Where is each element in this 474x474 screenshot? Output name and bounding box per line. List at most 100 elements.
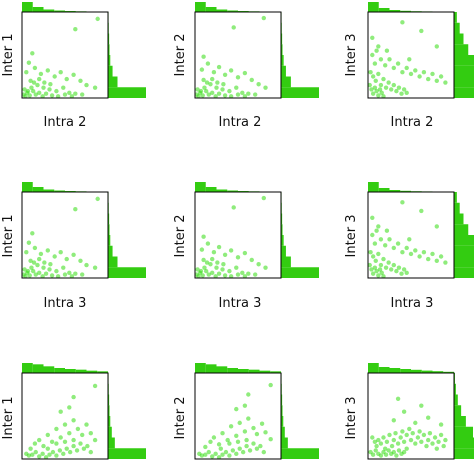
scatter-point bbox=[379, 270, 384, 276]
scatter-point bbox=[221, 262, 226, 267]
scatter-point bbox=[45, 68, 50, 73]
y-histogram-bar bbox=[454, 235, 474, 246]
scatter-point bbox=[374, 268, 379, 274]
y-histogram-bar bbox=[108, 213, 110, 225]
scatter-point bbox=[204, 80, 210, 85]
y-histogram-bar bbox=[454, 202, 460, 214]
x-histogram-bar bbox=[195, 363, 206, 373]
scatter-point bbox=[376, 437, 381, 443]
scatter-point bbox=[387, 57, 392, 62]
y-axis-label: Inter 2 bbox=[173, 215, 188, 258]
plot-frame bbox=[194, 11, 282, 99]
scatter-point bbox=[373, 78, 378, 84]
scatter-point bbox=[404, 90, 409, 96]
scatter-point bbox=[369, 87, 374, 92]
scatter-point bbox=[199, 453, 205, 458]
y-histogram-bar bbox=[454, 192, 457, 203]
scatter-point bbox=[213, 451, 218, 457]
scatter-point bbox=[40, 274, 45, 279]
y-histogram-bar bbox=[454, 44, 469, 55]
scatter-point bbox=[235, 92, 241, 97]
scatter-point bbox=[52, 254, 57, 259]
scatter-point bbox=[25, 268, 31, 274]
x-histogram-bar bbox=[400, 10, 411, 12]
scatter-point bbox=[404, 270, 409, 276]
scatter-point bbox=[234, 85, 239, 90]
scatter-point bbox=[400, 429, 405, 434]
scatter-point bbox=[27, 93, 32, 98]
scatter-point bbox=[396, 448, 402, 453]
x-histogram-bar bbox=[227, 10, 238, 12]
scatter-point bbox=[220, 267, 225, 272]
y-histogram-bar bbox=[281, 224, 283, 235]
x-histogram-bar bbox=[32, 364, 44, 373]
y-axis-label: Inter 3 bbox=[344, 397, 359, 440]
scatter-point bbox=[203, 88, 209, 94]
scatter-point bbox=[220, 431, 225, 436]
scatter-point bbox=[196, 274, 201, 279]
y-histogram-bar bbox=[281, 426, 285, 438]
scatter-point bbox=[391, 82, 396, 88]
scatter-point bbox=[408, 437, 414, 443]
y-histogram-bar bbox=[108, 235, 111, 246]
scatter-point bbox=[434, 78, 439, 84]
scatter-point bbox=[61, 85, 66, 90]
scatter-point bbox=[373, 258, 378, 263]
y-histogram-bar bbox=[454, 12, 457, 23]
scatter-point bbox=[88, 449, 94, 455]
scatter-point bbox=[198, 268, 204, 274]
scatter-point bbox=[227, 453, 232, 458]
scatter-point bbox=[424, 443, 429, 449]
scatter-point bbox=[383, 85, 389, 90]
scatter-point bbox=[208, 82, 213, 87]
x-histogram-bar bbox=[368, 2, 379, 12]
scatter-point bbox=[48, 262, 53, 267]
x-histogram-bar bbox=[43, 189, 55, 192]
scatter-point bbox=[45, 248, 50, 253]
scatter-point bbox=[377, 267, 383, 272]
y-histogram-bar bbox=[454, 416, 466, 427]
scatter-point bbox=[417, 254, 422, 259]
scatter-point bbox=[45, 432, 50, 438]
x-axis-label: Intra 3 bbox=[44, 296, 87, 311]
scatter-point bbox=[205, 61, 211, 66]
x-histogram-bar bbox=[227, 190, 238, 192]
y-histogram-bar bbox=[108, 416, 111, 427]
y-histogram-bar bbox=[108, 448, 146, 459]
scatter-point bbox=[32, 65, 38, 71]
x-histogram-bar bbox=[400, 190, 411, 192]
scatter-point bbox=[58, 70, 63, 75]
x-histogram-bar bbox=[216, 189, 228, 192]
scatter-point bbox=[258, 443, 263, 449]
scatter-point bbox=[244, 437, 249, 443]
scatter-point bbox=[42, 260, 47, 265]
scatter-point bbox=[383, 243, 388, 248]
scatter-point bbox=[47, 452, 52, 457]
scatter-point bbox=[253, 272, 258, 277]
scatter-point bbox=[401, 439, 407, 444]
x-histogram-bar bbox=[205, 364, 217, 373]
scatter-point bbox=[37, 454, 42, 459]
y-histogram-bar bbox=[108, 437, 115, 449]
panel-8: Inter 2 bbox=[173, 363, 319, 460]
scatter-point bbox=[201, 54, 206, 59]
scatter-point bbox=[389, 443, 395, 449]
scatter-point bbox=[58, 409, 63, 414]
scatter-point bbox=[214, 85, 219, 90]
scatter-point bbox=[368, 70, 373, 75]
x-histogram-bar bbox=[368, 182, 379, 192]
scatter-point bbox=[216, 244, 222, 250]
scatter-point bbox=[30, 268, 36, 274]
scatter-point bbox=[64, 256, 69, 262]
scatter-point bbox=[78, 441, 83, 446]
scatter-point bbox=[58, 250, 63, 255]
scatter-point bbox=[381, 274, 386, 279]
scatter-point bbox=[370, 52, 375, 58]
y-histogram-bar bbox=[454, 383, 456, 395]
y-histogram-bar bbox=[108, 394, 110, 406]
panel-9: Inter 3 bbox=[344, 363, 474, 460]
scatter-point bbox=[259, 421, 265, 426]
scatter-point bbox=[384, 228, 390, 233]
scatter-point bbox=[421, 432, 427, 438]
scatter-point bbox=[95, 16, 100, 22]
